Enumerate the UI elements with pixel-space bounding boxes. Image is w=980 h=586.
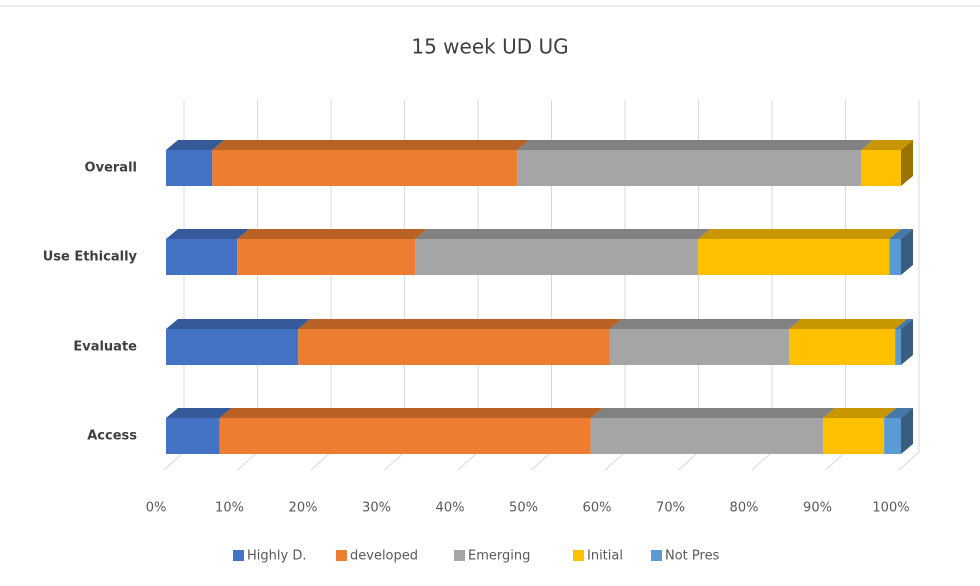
- bar: [219, 418, 591, 454]
- legend-swatch: [454, 550, 465, 561]
- bar-side: [901, 229, 913, 275]
- bar: [166, 418, 220, 454]
- bar-top: [212, 140, 530, 150]
- bar-top: [884, 408, 913, 418]
- bar-top: [698, 229, 902, 239]
- bar-top: [166, 408, 232, 418]
- bar-top: [166, 319, 311, 329]
- bar-top: [861, 140, 913, 150]
- x-tick-label: 0%: [146, 501, 167, 516]
- bar: [861, 150, 901, 186]
- bar-top: [590, 408, 836, 418]
- legend-swatch: [336, 550, 347, 561]
- legend-label: Emerging: [468, 549, 530, 564]
- bar-top: [166, 140, 225, 150]
- y-tick-label: Use Ethically: [43, 250, 138, 265]
- bar-side: [901, 140, 913, 186]
- x-tick-label: 30%: [362, 501, 391, 516]
- legend-label: developed: [350, 549, 418, 564]
- bar: [823, 418, 885, 454]
- y-tick-label: Access: [87, 429, 137, 444]
- bar: [517, 150, 862, 186]
- bar-top: [889, 229, 913, 239]
- legend-swatch: [573, 550, 584, 561]
- bar-side: [901, 319, 913, 365]
- bar-top: [219, 408, 603, 418]
- legend-swatch: [651, 550, 662, 561]
- bar: [590, 418, 824, 454]
- bar-top: [415, 229, 711, 239]
- x-tick-label: 20%: [289, 501, 318, 516]
- x-tick-label: 80%: [730, 501, 759, 516]
- x-tick-label: 90%: [803, 501, 832, 516]
- bar: [609, 329, 790, 365]
- bar-top: [237, 229, 428, 239]
- legend-swatch: [233, 550, 244, 561]
- bar-top: [895, 319, 913, 329]
- bar-top: [298, 319, 622, 329]
- bar: [166, 329, 299, 365]
- x-tick-label: 10%: [215, 501, 244, 516]
- x-tick-label: 70%: [656, 501, 685, 516]
- bar-top: [789, 319, 908, 329]
- chart-title: 15 week UD UG: [411, 35, 568, 59]
- bar-top: [823, 408, 897, 418]
- x-tick-label: 40%: [436, 501, 465, 516]
- bar: [889, 239, 901, 275]
- legend-label: Highly D.: [247, 549, 306, 564]
- bar: [895, 329, 901, 365]
- bar: [166, 239, 238, 275]
- y-tick-label: Overall: [85, 161, 137, 176]
- x-tick-label: 100%: [872, 501, 909, 516]
- legend-label: Initial: [587, 549, 623, 564]
- bar-side: [901, 408, 913, 454]
- bar: [884, 418, 901, 454]
- bar: [212, 150, 518, 186]
- y-tick-label: Evaluate: [73, 340, 137, 355]
- x-tick-label: 60%: [583, 501, 612, 516]
- bar-top: [166, 229, 250, 239]
- bar-top: [517, 140, 874, 150]
- bar: [415, 239, 699, 275]
- grid-line: [898, 100, 920, 471]
- bar: [789, 329, 896, 365]
- legend-label: Not Pres: [665, 549, 720, 564]
- bar: [298, 329, 610, 365]
- bar: [237, 239, 416, 275]
- bar: [698, 239, 890, 275]
- x-tick-label: 50%: [509, 501, 538, 516]
- bar-top: [609, 319, 802, 329]
- bar: [166, 150, 213, 186]
